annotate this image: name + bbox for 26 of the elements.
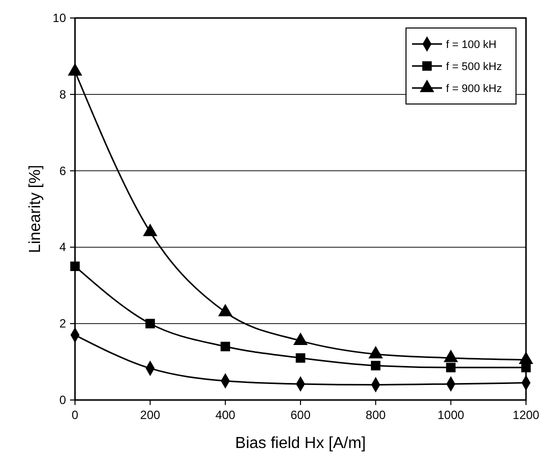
x-tick-label: 600: [290, 408, 311, 422]
point: [296, 353, 306, 363]
point: [145, 318, 155, 328]
y-tick-label: 2: [59, 316, 66, 331]
y-tick-label: 6: [59, 164, 66, 178]
x-axis-title: Bias field Hx [A/m]: [235, 435, 366, 452]
x-tick-label: 1000: [437, 408, 465, 422]
y-tick-label: 4: [59, 240, 66, 254]
legend-label: f = 500 kHz: [446, 61, 502, 73]
point: [70, 262, 80, 272]
x-tick-label: 800: [366, 408, 386, 422]
x-tick-label: 1200: [512, 408, 540, 422]
point: [220, 342, 230, 352]
x-tick-label: 0: [72, 408, 79, 422]
y-tick-label: 0: [59, 393, 66, 407]
y-axis-title: Linearity [%]: [27, 164, 44, 254]
y-tick-label: 10: [52, 11, 66, 25]
x-tick-label: 200: [140, 408, 160, 422]
legend-label: f = 900 kHz: [446, 83, 502, 95]
point: [142, 224, 158, 236]
legend-label: f = 100 kH: [446, 39, 496, 51]
y-tick-label: 8: [59, 87, 66, 102]
point: [68, 63, 82, 76]
x-tick-label: 400: [215, 408, 236, 422]
point: [446, 362, 456, 372]
point: [370, 360, 380, 370]
